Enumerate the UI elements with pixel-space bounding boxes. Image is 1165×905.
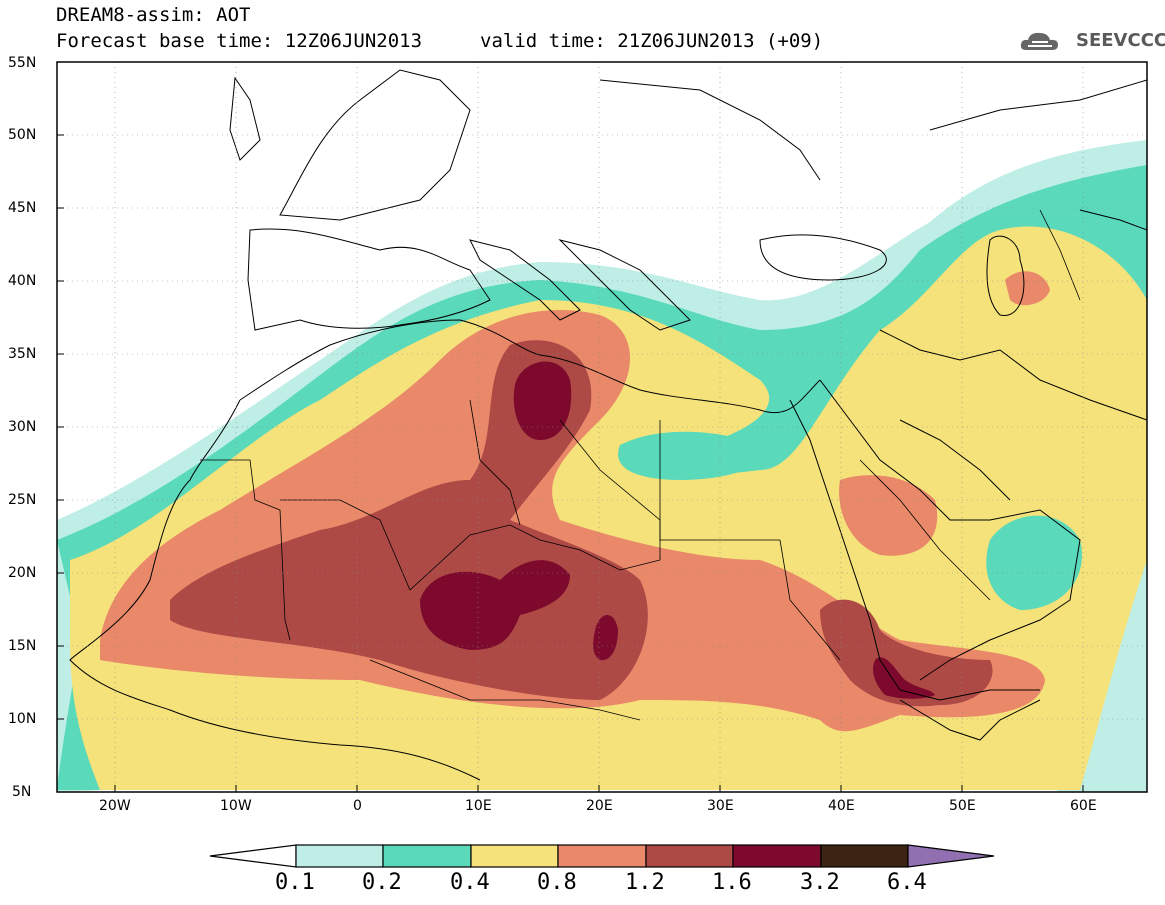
colorbar-segment-7 xyxy=(820,844,909,868)
lon-label: 60E xyxy=(1070,798,1097,814)
colorbar-label: 1.2 xyxy=(625,870,665,895)
lat-label: 20N xyxy=(8,565,37,581)
lat-label: 45N xyxy=(8,200,37,216)
lon-label: 40E xyxy=(828,798,855,814)
colorbar-label: 0.8 xyxy=(537,870,577,895)
gridlines xyxy=(57,62,1147,792)
lon-label: 20E xyxy=(586,798,613,814)
colorbar-segment-3 xyxy=(470,844,559,868)
contour-1.6-niger xyxy=(420,560,570,650)
logo-text: SEEVCCC xyxy=(1076,30,1165,51)
orange-patch-caspian xyxy=(1005,271,1050,306)
title-valid-time: valid time: 21Z06JUN2013 (+09) xyxy=(480,30,824,52)
lat-label: 55N xyxy=(8,55,37,71)
colorbar-label: 0.2 xyxy=(362,870,402,895)
colorbar-label: 0.1 xyxy=(275,870,315,895)
lon-label: 30E xyxy=(707,798,734,814)
contour-1.6-chad xyxy=(593,615,618,661)
lon-label: 20W xyxy=(99,798,131,814)
cloud-icon xyxy=(1020,32,1058,50)
lat-label: 25N xyxy=(8,492,37,508)
colorbar-label: 1.6 xyxy=(712,870,752,895)
contour-1.6-yemen xyxy=(873,657,935,699)
lat-label: 30N xyxy=(8,419,37,435)
lat-label: 15N xyxy=(8,638,37,654)
lat-label: 50N xyxy=(8,127,37,143)
colorbar-label: 6.4 xyxy=(887,870,927,895)
lon-label: 10E xyxy=(465,798,492,814)
colorbar-under-arrow xyxy=(209,844,297,868)
lon-label: 50E xyxy=(949,798,976,814)
lon-label: 0 xyxy=(353,798,362,814)
borders xyxy=(200,209,1081,721)
lat-label: 40N xyxy=(8,273,37,289)
colorbar-label: 3.2 xyxy=(800,870,840,895)
colorbar-over-arrow xyxy=(907,844,995,868)
orange-patch-arabia xyxy=(839,475,938,556)
teal-patch-egypt xyxy=(618,431,762,480)
title-base-time: Forecast base time: 12Z06JUN2013 xyxy=(56,30,423,52)
contour-1.6-libya xyxy=(513,361,572,440)
brown-patch-red-sea xyxy=(820,599,993,707)
colorbar-segment-6 xyxy=(732,844,822,868)
colorbar-segment-1 xyxy=(295,844,384,868)
coastlines xyxy=(69,69,1148,781)
tick-marks xyxy=(57,134,1084,792)
colorbar-segment-2 xyxy=(382,844,472,868)
colorbar xyxy=(209,844,995,868)
lat-label: 5N xyxy=(12,784,32,800)
lat-label: 35N xyxy=(8,346,37,362)
teal-patch-arabia xyxy=(986,515,1082,610)
lat-label: 10N xyxy=(8,711,37,727)
colorbar-label: 0.4 xyxy=(450,870,490,895)
colorbar-segment-5 xyxy=(645,844,734,868)
title-line-1: DREAM8-assim: AOT xyxy=(56,4,251,26)
colorbar-segment-4 xyxy=(557,844,647,868)
lon-label: 10W xyxy=(220,798,252,814)
